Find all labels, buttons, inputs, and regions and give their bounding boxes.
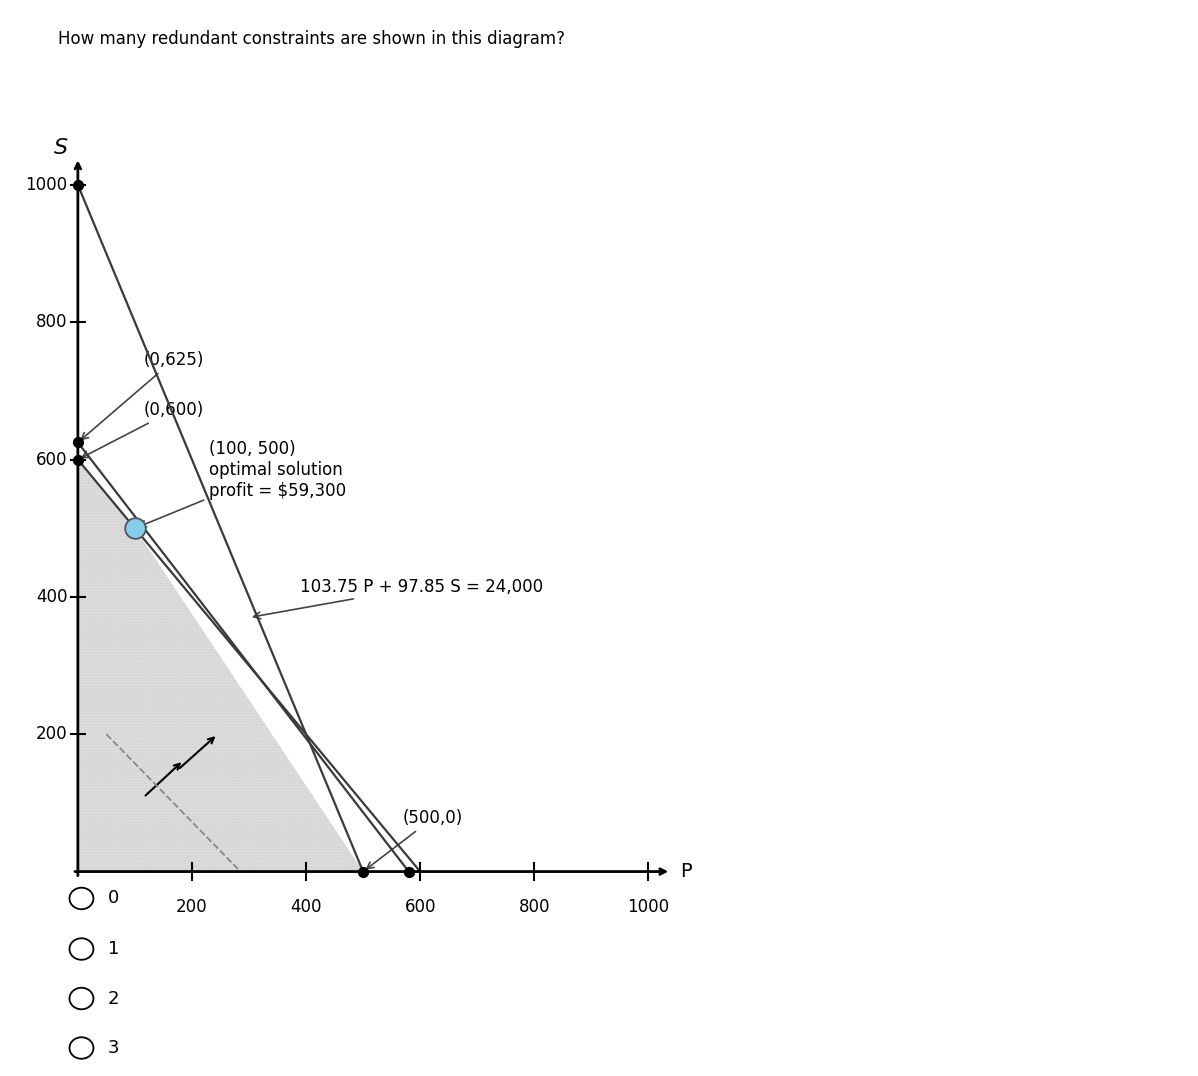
Text: 3: 3 xyxy=(108,1039,120,1057)
Point xyxy=(68,434,87,451)
Text: (100, 500)
optimal solution
profit = $59,300: (100, 500) optimal solution profit = $59… xyxy=(139,440,346,527)
Text: 400: 400 xyxy=(36,587,67,606)
Text: (0,625): (0,625) xyxy=(81,351,204,439)
Point xyxy=(353,863,373,880)
Text: 2: 2 xyxy=(108,990,120,1007)
Text: 800: 800 xyxy=(36,313,67,331)
Point xyxy=(68,451,87,468)
Point xyxy=(399,863,418,880)
Text: (0,600): (0,600) xyxy=(81,401,204,457)
Point xyxy=(126,520,145,537)
Text: (500,0): (500,0) xyxy=(367,809,464,868)
Text: S: S xyxy=(54,138,68,157)
Text: 800: 800 xyxy=(519,897,550,916)
Text: 1000: 1000 xyxy=(628,897,670,916)
Point xyxy=(68,176,87,194)
Text: 600: 600 xyxy=(405,897,436,916)
Text: 103.75 P + 97.85 S = 24,000: 103.75 P + 97.85 S = 24,000 xyxy=(254,578,544,619)
Text: 1: 1 xyxy=(108,940,119,958)
Text: P: P xyxy=(679,862,691,881)
Text: How many redundant constraints are shown in this diagram?: How many redundant constraints are shown… xyxy=(58,30,564,48)
Text: 200: 200 xyxy=(36,725,67,744)
Text: 1000: 1000 xyxy=(25,176,67,194)
Text: 600: 600 xyxy=(36,451,67,469)
Text: 400: 400 xyxy=(290,897,322,916)
Polygon shape xyxy=(78,459,363,872)
Text: 0: 0 xyxy=(108,890,119,907)
Text: 200: 200 xyxy=(176,897,207,916)
